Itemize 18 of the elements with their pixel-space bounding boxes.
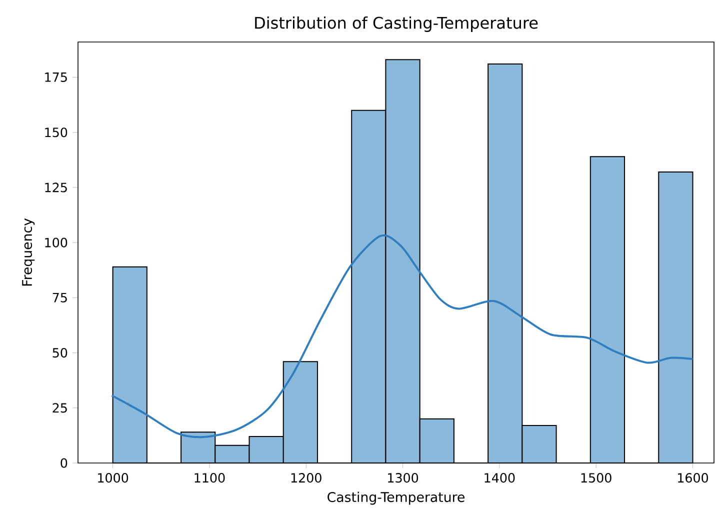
- y-axis-title: Frequency: [22, 218, 35, 286]
- x-tick-label: 1100: [194, 473, 225, 483]
- y-tick-label: 125: [45, 182, 67, 192]
- x-tick-label: 1400: [484, 473, 515, 483]
- x-tick-label: 1000: [98, 473, 128, 483]
- y-tick-label: 75: [52, 292, 67, 302]
- x-tick-label: 1300: [388, 473, 418, 483]
- y-tick-label: 0: [60, 458, 68, 468]
- x-tick-label: 1200: [291, 473, 322, 483]
- y-tick-label: 25: [52, 403, 67, 413]
- chart-title: Distribution of Casting-Temperature: [255, 16, 538, 32]
- x-tick-label: 1600: [678, 473, 708, 483]
- x-tick-label: 1500: [581, 473, 612, 483]
- y-tick-label: 100: [45, 238, 68, 248]
- y-tick-label: 150: [45, 128, 68, 138]
- y-tick-label: 50: [52, 348, 68, 358]
- y-tick-label: 175: [45, 72, 67, 82]
- x-axis-title: Casting-Temperature: [328, 492, 464, 505]
